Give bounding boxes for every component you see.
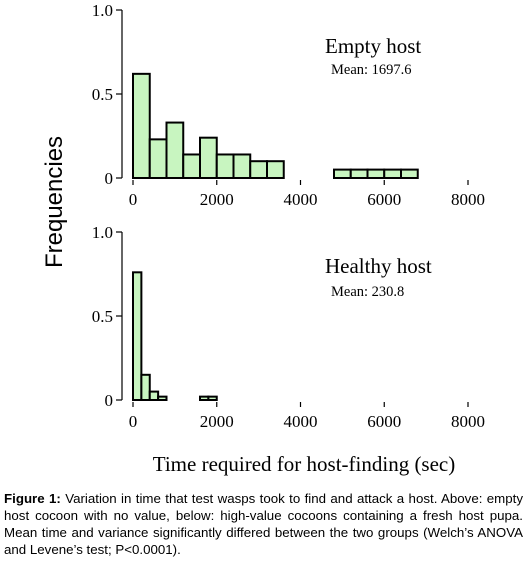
y-tick-label: 0.5 <box>92 85 113 104</box>
bars-bottom <box>132 271 218 402</box>
histogram-bar <box>366 168 386 180</box>
histogram-bar <box>148 138 168 179</box>
x-tick-label: 0 <box>129 190 138 209</box>
panel-title-bottom: Healthy host <box>325 254 432 278</box>
x-tick-label: 8000 <box>451 190 485 209</box>
histogram-bar <box>383 168 402 180</box>
panel-title-top: Empty host <box>325 34 421 58</box>
y-tick-label: 0 <box>105 391 114 410</box>
x-tick-label: 8000 <box>451 412 485 431</box>
histogram-bar <box>165 121 185 179</box>
histogram-bar <box>266 160 285 179</box>
y-axis-label: Frequencies <box>41 136 68 268</box>
histogram-bar <box>199 136 218 179</box>
histogram-bar <box>333 168 352 180</box>
x-tick-label: 2000 <box>200 412 234 431</box>
histogram-bar <box>140 373 151 401</box>
histogram-bar <box>215 153 235 179</box>
panel-bottom: 0 0.5 1.0 0 2000 4000 6000 8000 Healthy host M… <box>92 223 485 431</box>
histogram-bar <box>182 153 201 179</box>
x-tick-label: 4000 <box>284 190 318 209</box>
mean-label-bottom: Mean: 230.8 <box>331 284 404 300</box>
histogram-bar <box>132 72 151 179</box>
y-tick-label: 1.0 <box>92 1 113 20</box>
caption-label: Figure 1: <box>4 491 61 506</box>
x-tick-label: 6000 <box>367 190 401 209</box>
bars-top <box>132 72 419 180</box>
y-ticks-top: 0 0.5 1.0 <box>92 1 122 188</box>
histogram-bar <box>199 395 210 402</box>
x-tick-label: 6000 <box>367 412 401 431</box>
histogram-bar <box>157 395 168 402</box>
histogram-bar <box>148 390 160 402</box>
histogram-bar <box>232 153 252 179</box>
histogram-bar <box>400 168 419 180</box>
x-ticks-top: 0 2000 4000 6000 8000 <box>129 180 485 209</box>
y-tick-label: 0 <box>105 169 114 188</box>
figure-canvas: Frequencies 0 0.5 1.0 0 2000 4000 6000 8000 Em… <box>41 1 485 476</box>
panel-top: 0 0.5 1.0 0 2000 4000 6000 8000 Empty host Mea… <box>92 1 485 209</box>
x-tick-label: 4000 <box>284 412 318 431</box>
caption-text: Variation in time that test wasps took t… <box>4 491 523 557</box>
histogram-bar <box>349 168 369 180</box>
y-ticks-bottom: 0 0.5 1.0 <box>92 223 122 410</box>
histogram-bar <box>249 160 268 179</box>
x-ticks-bottom: 0 2000 4000 6000 8000 <box>129 402 485 431</box>
histogram-bar <box>207 395 218 402</box>
mean-label-top: Mean: 1697.6 <box>331 62 412 78</box>
y-tick-label: 1.0 <box>92 223 113 242</box>
figure-caption: Figure 1: Variation in time that test wa… <box>4 490 523 558</box>
histogram-bar <box>132 271 143 402</box>
x-tick-label: 0 <box>129 412 138 431</box>
x-axis-label: Time required for host-finding (sec) <box>153 452 456 476</box>
x-tick-label: 2000 <box>200 190 234 209</box>
y-tick-label: 0.5 <box>92 307 113 326</box>
